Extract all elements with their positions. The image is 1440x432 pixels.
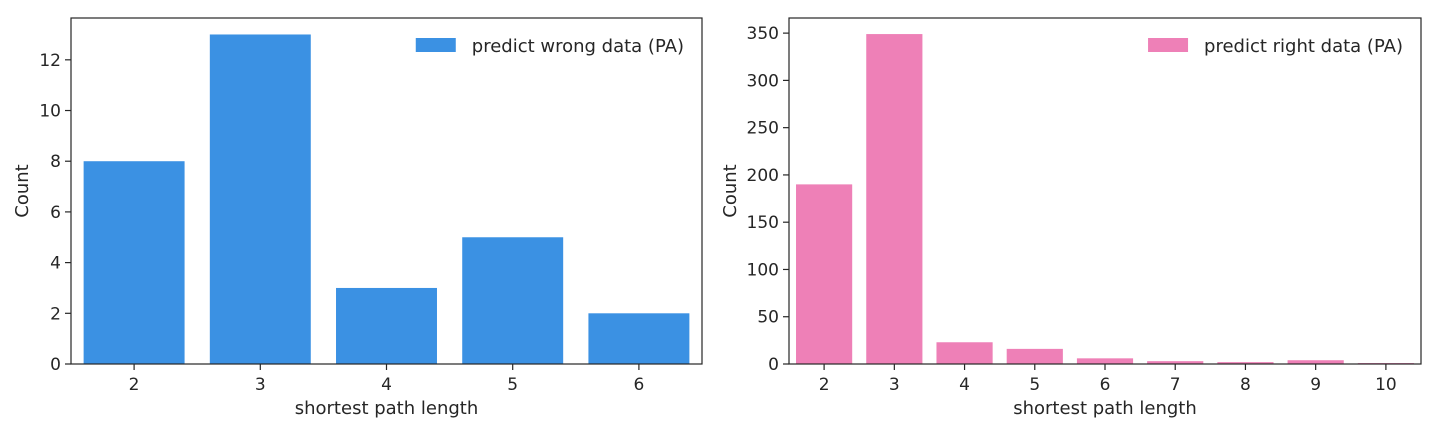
y-tick-label: 12 [39, 51, 61, 71]
bar-3 [209, 34, 311, 364]
legend-swatch [1148, 38, 1189, 52]
y-tick-label: 10 [39, 102, 61, 122]
y-tick-label: 350 [747, 24, 779, 44]
legend: predict wrong data (PA) [415, 36, 684, 57]
bar-6 [588, 313, 690, 364]
y-axis-label: Count [12, 164, 33, 217]
bar-2 [796, 184, 853, 364]
x-tick-label: 2 [819, 375, 830, 395]
bar-4 [936, 342, 993, 364]
bar-4 [336, 287, 437, 364]
bar-5 [462, 237, 564, 364]
x-tick-label: 4 [959, 375, 970, 395]
bar-5 [1006, 348, 1063, 364]
y-tick-label: 300 [747, 71, 779, 91]
x-tick-label: 3 [889, 375, 900, 395]
chart-panel-2: 2 3 4 5 6 7 8 9 10050100150200250300350shortest … [720, 17, 1422, 419]
x-tick-label: 6 [1100, 375, 1111, 395]
bar-2 [83, 161, 185, 364]
x-tick-label: 3 [255, 375, 266, 395]
legend: predict right data (PA) [1148, 36, 1403, 57]
y-tick-label: 50 [757, 308, 779, 328]
y-tick-label: 0 [768, 355, 779, 375]
legend-swatch [415, 38, 456, 52]
x-axis-label: shortest path length [1013, 398, 1197, 419]
legend-label: predict wrong data (PA) [472, 36, 684, 57]
bar-7 [1147, 361, 1204, 364]
x-tick-label: 10 [1375, 375, 1397, 395]
chart-panel-1: 2 3 4 5 6 0 2 4 6 8 10 12 shortest path length Count p… [12, 17, 703, 419]
x-tick-label: 9 [1310, 375, 1321, 395]
y-tick-label: 0 [50, 355, 61, 375]
bar-9 [1287, 360, 1344, 364]
y-tick-label: 200 [747, 166, 779, 186]
y-tick-label: 8 [50, 152, 61, 172]
x-tick-label: 6 [633, 375, 644, 395]
x-tick-label: 7 [1170, 375, 1181, 395]
bar-3 [866, 34, 923, 364]
x-tick-label: 5 [507, 375, 518, 395]
x-tick-label: 2 [129, 375, 140, 395]
bar-6 [1076, 358, 1134, 364]
x-axis-label: shortest path length [295, 398, 479, 419]
y-tick-label: 6 [50, 203, 61, 223]
x-tick-label: 4 [381, 375, 392, 395]
bar-8 [1217, 362, 1274, 364]
y-tick-label: 150 [747, 213, 779, 233]
y-tick-label: 4 [50, 254, 61, 274]
y-tick-label: 100 [747, 260, 779, 280]
x-tick-label: 8 [1240, 375, 1251, 395]
y-tick-label: 250 [747, 119, 779, 139]
x-tick-label: 5 [1029, 375, 1040, 395]
legend-label: predict right data (PA) [1204, 36, 1403, 57]
y-tick-label: 2 [50, 304, 61, 324]
y-axis-label: Count [720, 164, 741, 217]
